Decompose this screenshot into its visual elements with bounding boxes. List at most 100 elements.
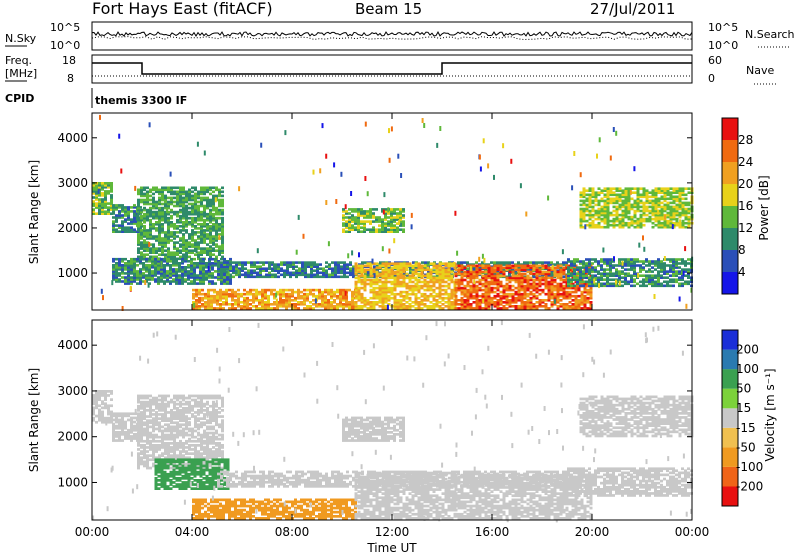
velocity-y-tick-label-2000: 2000 [57,430,88,444]
power-echo-region-0 [92,182,113,215]
velocity-y-tick-label-4000: 4000 [57,338,88,352]
noise-panel: N.Sky 10^5 10^0 10^5 10^0 N.Search [5,21,795,52]
velocity-echo-region-6 [354,471,457,520]
power-colorbar-label: Power [dB] [757,175,771,240]
velocity-echo-region-10 [567,467,693,497]
velocity-colorbar-tick-5: 50 [736,382,751,396]
velocity-colorbar-cell-6 [722,369,738,389]
power-colorbar-cell-1 [722,250,738,272]
power-colorbar-cell-0 [722,272,738,294]
power-colorbar-tick-5: 24 [738,155,753,169]
power-y-tick-label-1000: 1000 [57,266,88,280]
velocity-colorbar-frame [721,329,739,507]
noise-tick-bottom-left: 10^0 [50,39,80,52]
frequency-line [92,62,692,75]
power-colorbar-frame [721,117,739,295]
power-echo-region-3 [112,257,232,285]
x-tick-label-0: 00:00 [75,525,110,539]
power-plot: 1000 2000 3000 4000 Slant Range [km] [27,112,694,311]
power-colorbar-cell-5 [722,162,738,184]
power-echo-region-9 [579,187,694,229]
velocity-colorbar-cell-8 [722,330,738,350]
x-tick-label-5: 20:00 [575,525,610,539]
velocity-y-tick-label-3000: 3000 [57,384,88,398]
power-echo-region-8 [342,208,405,233]
x-tick-label-4: 16:00 [475,525,510,539]
freq-tick-top: 18 [62,54,76,67]
velocity-y-tick-label-1000: 1000 [57,475,88,489]
velocity-colorbar-cell-5 [722,388,738,409]
x-tick-label-2: 08:00 [275,525,310,539]
freq-tick-bottom: 8 [67,72,74,85]
power-colorbar-cell-4 [722,184,738,206]
nave-tick-bottom: 0 [708,72,715,85]
velocity-colorbar-cell-3 [722,427,738,448]
velocity-y-axis: 1000 2000 3000 4000 [57,338,692,489]
power-y-tick-label-2000: 2000 [57,221,88,235]
frequency-panel: Freq. [MHz] 18 8 60 0 Nave CPID themis 3… [5,54,776,108]
cpid-label: CPID [5,92,34,105]
x-tick-label-1: 04:00 [175,525,210,539]
nsearch-label: N.Search [745,28,795,41]
station-title: Fort Hays East (fitACF) [92,0,273,18]
velocity-echo-region-3 [154,458,230,490]
velocity-scatter-points [92,320,693,523]
time-axis: 00:00 04:00 08:00 12:00 16:00 20:00 00:00 [75,525,710,539]
noise-sky-trace [91,31,693,41]
noise-sky-line [91,31,693,37]
velocity-y-axis-label: Slant Range [km] [27,368,41,472]
nave-label: Nave [746,64,774,77]
power-scatter-points [97,114,694,311]
beam-label: Beam 15 [355,0,422,18]
nave-tick-top: 60 [708,54,722,67]
velocity-colorbar-cell-1 [722,466,738,487]
power-y-tick-label-3000: 3000 [57,176,88,190]
velocity-echo-region-8 [342,416,405,442]
power-y-tick-label-4000: 4000 [57,131,88,145]
velocity-plot: 1000 2000 3000 4000 Slant Range [km] [27,319,694,523]
velocity-colorbar-tick-4: 15 [736,401,751,415]
noise-tick-top-left: 10^5 [50,21,80,34]
power-echo-region-5 [192,288,357,310]
frequency-trace [92,62,692,77]
noise-tick-top-right: 10^5 [708,21,738,34]
velocity-echo-region-5 [192,498,357,520]
power-colorbar-cell-7 [722,118,738,140]
freq-unit-label: [MHz] [5,67,37,80]
power-colorbar-tick-0: 4 [738,265,746,279]
power-colorbar-tick-2: 12 [738,221,753,235]
velocity-echo-region-0 [92,390,113,424]
velocity-colorbar-cell-0 [722,486,738,506]
velocity-echo-region-2 [137,394,224,470]
velocity-colorbar-label: Velocity [m s⁻¹] [763,368,777,461]
velocity-colorbar-cell-4 [722,408,738,428]
x-axis-label: Time UT [366,541,417,554]
velocity-colorbar: -200 -100 -50 -15 15 50 100 200 Velocity [m s⁻¹… [721,329,777,507]
x-tick-label-3: 12:00 [375,525,410,539]
noise-tick-bottom-right: 10^0 [708,39,738,52]
velocity-x-ticks [91,320,693,520]
velocity-echo-region-9 [579,395,694,438]
power-colorbar-cell-6 [722,140,738,162]
velocity-data-layer [92,320,694,523]
x-tick-label-6: 00:00 [675,525,710,539]
power-echo-region-2 [137,186,224,261]
power-colorbar: 4 8 12 16 20 24 28 Power [dB] [721,117,771,295]
power-colorbar-tick-1: 8 [738,243,746,257]
power-y-axis: 1000 2000 3000 4000 [57,131,692,280]
power-echo-region-10 [567,258,693,288]
velocity-colorbar-tick-7: 200 [736,343,759,357]
power-y-axis-label: Slant Range [km] [27,160,41,264]
power-colorbar-tick-6: 28 [738,133,753,147]
power-colorbar-tick-3: 16 [738,199,753,213]
power-data-layer [92,114,694,311]
date-label: 27/Jul/2011 [590,0,675,18]
power-colorbar-cell-2 [722,228,738,250]
power-echo-region-6 [354,262,457,310]
velocity-colorbar-cell-2 [722,447,738,467]
freq-label: Freq. [5,54,32,67]
nsky-label: N.Sky [5,32,37,45]
power-x-ticks [91,113,693,310]
velocity-colorbar-tick-0: -200 [736,479,763,493]
